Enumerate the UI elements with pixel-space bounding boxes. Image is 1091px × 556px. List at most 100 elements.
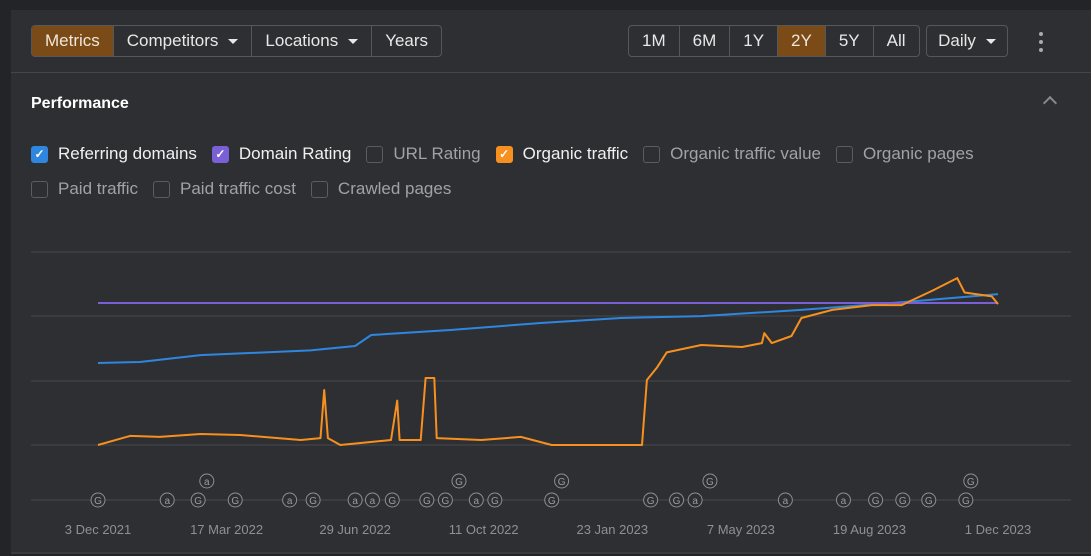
google-update-marker [643, 492, 659, 508]
checkbox-empty-icon [31, 180, 48, 198]
google-update-icon: G [388, 496, 396, 507]
performance-panel: Metrics Competitors Locations Years 1M 6… [11, 10, 1091, 554]
range-all[interactable]: All [886, 31, 906, 50]
google-update-marker [554, 473, 570, 489]
metric-label: Paid traffic cost [180, 179, 296, 198]
google-update-icon: G [558, 477, 566, 488]
annotation-icon: a [370, 496, 376, 507]
x-tick-label: 7 May 2023 [707, 522, 775, 537]
google-update-marker [544, 492, 560, 508]
series-line-referring-domains [97, 293, 999, 364]
x-tick-label: 11 Oct 2022 [449, 522, 519, 537]
x-tick-label: 17 Mar 2022 [190, 522, 263, 537]
annotation-icon: a [352, 496, 358, 507]
metric-label: Organic pages [863, 144, 974, 163]
range-6m[interactable]: 6M [680, 26, 731, 56]
metric-label: Organic traffic value [670, 144, 821, 163]
metric-label: Crawled pages [337, 179, 452, 198]
annotation-marker [364, 492, 380, 508]
annotation-marker [468, 492, 484, 508]
google-update-icon: G [967, 477, 975, 488]
metric-checkbox-paid-traffic-cost[interactable]: Paid traffic cost [153, 179, 296, 199]
metric-label: Paid traffic [58, 179, 139, 198]
google-update-icon: G [231, 496, 239, 507]
google-update-marker [437, 492, 453, 508]
checkbox-empty-icon [310, 180, 328, 198]
kebab-icon[interactable] [1038, 32, 1044, 52]
caret-down-icon [228, 38, 239, 44]
metric-checkbox-referring-domains[interactable]: ✓ Referring domains [31, 144, 197, 164]
google-update-icon: G [962, 496, 970, 507]
annotation-marker [347, 492, 363, 508]
metric-checkbox-paid-traffic[interactable]: Paid traffic [31, 179, 138, 199]
google-update-marker [895, 492, 911, 508]
metric-checkbox-url-rating[interactable]: URL Rating [366, 144, 481, 164]
annotation-marker [159, 492, 175, 508]
tab-competitors[interactable]: Competitors [114, 26, 253, 56]
checkbox-checked-icon: ✓ [495, 145, 513, 163]
metric-checkbox-organic-traffic-value[interactable]: Organic traffic value [643, 144, 821, 164]
range-1m[interactable]: 1M [629, 26, 680, 56]
google-update-icon: G [899, 496, 907, 507]
checkbox-empty-icon [643, 145, 661, 163]
google-update-marker [868, 492, 884, 508]
google-update-icon: G [455, 477, 463, 488]
annotation-icon: a [164, 496, 170, 507]
annotation-icon: a [204, 477, 210, 488]
metric-checkbox-organic-traffic[interactable]: ✓ Organic traffic [495, 144, 628, 164]
google-update-marker [90, 492, 106, 508]
checkbox-checked-icon: ✓ [31, 145, 48, 163]
metric-row: ✓ Referring domains ✓ Domain Rating URL Rati… [31, 144, 989, 164]
metric-checkbox-organic-pages[interactable]: Organic pages [836, 144, 974, 164]
google-update-marker [384, 492, 400, 508]
x-tick-label: 3 Dec 2021 [65, 522, 132, 537]
annotation-icon: a [692, 496, 698, 507]
x-tick-label: 19 Aug 2023 [833, 522, 906, 537]
interval-label: Daily [938, 31, 976, 50]
annotation-icon: a [474, 496, 480, 507]
tab-locations[interactable]: Locations [252, 26, 373, 56]
tab-label: Competitors [126, 31, 219, 50]
metric-label: Domain Rating [238, 144, 352, 163]
annotation-marker [687, 492, 703, 508]
google-update-marker [963, 473, 979, 489]
metric-checkbox-domain-rating[interactable]: ✓ Domain Rating [211, 144, 352, 164]
interval-dropdown[interactable]: Daily [926, 25, 1008, 57]
google-update-marker [227, 492, 243, 508]
tab-years[interactable]: Years [372, 26, 441, 56]
range-selector: 1M 6M 1Y 2Y 5Y All [628, 25, 920, 57]
annotation-icon: a [783, 496, 789, 507]
google-update-marker [451, 473, 467, 489]
google-update-icon: G [706, 477, 714, 488]
google-update-icon: G [673, 496, 681, 507]
divider [11, 72, 1091, 73]
google-update-marker [669, 492, 685, 508]
metric-row: Paid traffic Paid traffic cost Crawled pag… [31, 179, 466, 199]
annotation-icon: a [287, 496, 293, 507]
google-update-marker [958, 492, 974, 508]
caret-down-icon [985, 38, 996, 44]
caret-down-icon [348, 38, 359, 44]
checkbox-checked-icon: ✓ [211, 145, 229, 163]
metric-checkbox-crawled-pages[interactable]: Crawled pages [310, 179, 452, 199]
checkbox-empty-icon [836, 145, 853, 163]
google-update-marker [305, 492, 321, 508]
google-update-icon: G [548, 496, 556, 507]
view-tabs: Metrics Competitors Locations Years [31, 25, 443, 57]
google-update-icon: G [423, 496, 431, 507]
range-1y[interactable]: 1Y [730, 26, 779, 56]
range-5y[interactable]: 5Y [826, 26, 874, 56]
annotation-marker [199, 473, 215, 489]
annotation-marker [282, 492, 298, 508]
google-update-marker [419, 492, 435, 508]
range-2y[interactable]: 2Y [778, 26, 826, 56]
checkbox-empty-icon [153, 180, 171, 198]
annotation-marker [777, 492, 793, 508]
google-update-icon: G [491, 496, 499, 507]
tab-label: Locations [265, 31, 339, 50]
series-line-organic-traffic [97, 277, 999, 446]
tab-metrics[interactable]: Metrics [32, 26, 114, 56]
x-tick-label: 1 Dec 2023 [965, 522, 1032, 537]
google-update-icon: G [309, 496, 317, 507]
